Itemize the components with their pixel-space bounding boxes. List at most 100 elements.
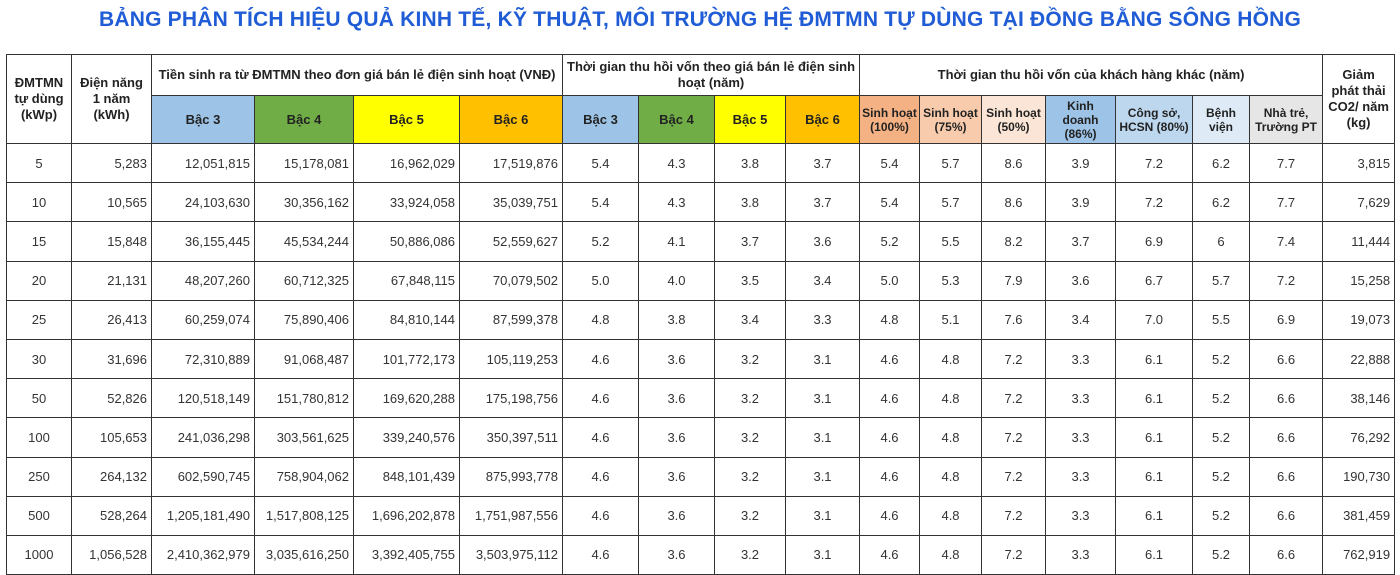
table-cell: 5,283 [71, 142, 152, 184]
table-cell: 20 [6, 260, 72, 301]
table-cell: 848,101,439 [353, 456, 460, 497]
table-cell: 7.7 [1249, 142, 1324, 184]
table-cell: 4.3 [638, 142, 715, 184]
table-cell: 6.9 [1249, 299, 1324, 340]
table-cell: 4.8 [919, 495, 983, 536]
table-cell: 7.2 [981, 378, 1047, 419]
table-cell: 11,444 [1322, 221, 1396, 262]
table-cell: 602,590,745 [151, 456, 255, 497]
table-cell: 6.1 [1115, 417, 1194, 458]
table-cell: 8.2 [981, 221, 1047, 262]
table-cell: 5.0 [859, 260, 921, 301]
table-cell: 50 [6, 378, 72, 419]
table-cell: 5.1 [919, 299, 983, 340]
table-cell: 7.7 [1249, 182, 1324, 223]
table-cell: 3.1 [784, 495, 861, 536]
table-cell: 3.6 [784, 221, 861, 262]
table-cell: 7.9 [981, 260, 1047, 301]
table-cell: 8.6 [981, 182, 1047, 223]
table-row: 10 10,565 24,103,630 30,356,162 33,924,058 35… [6, 182, 1396, 223]
table-cell: 91,068,487 [254, 338, 354, 380]
table-cell: 21,131 [71, 260, 152, 301]
header-capacity: ĐMTMN tự dùng (kWp) [6, 54, 72, 144]
table-row: 30 31,696 72,310,889 91,068,487 101,772,173 1… [6, 338, 1396, 380]
table-cell: 4.6 [562, 378, 639, 419]
table-cell: 4.8 [919, 417, 983, 458]
table-cell: 10 [6, 182, 72, 223]
page-title: BẢNG PHÂN TÍCH HIỆU QUẢ KINH TẾ, KỸ THUẬ… [98, 8, 1302, 31]
table-cell: 3.5 [714, 260, 786, 301]
table-cell: 3.2 [714, 456, 786, 497]
table-cell: 4.8 [919, 534, 983, 575]
table-cell: 3.3 [1045, 495, 1117, 536]
table-cell: 70,079,502 [459, 260, 563, 301]
table-cell: 100 [6, 417, 72, 458]
table-cell: 4.6 [562, 456, 639, 497]
table-cell: 7.2 [981, 338, 1047, 380]
table-row: 100 105,653 241,036,298 303,561,625 339,240,… [6, 417, 1396, 458]
table-cell: 15,848 [71, 221, 152, 262]
table-cell: 6.6 [1249, 495, 1324, 536]
table-row: 20 21,131 48,207,260 60,712,325 67,848,115 70… [6, 260, 1396, 301]
table-cell: 3.3 [784, 299, 861, 340]
table-cell: 303,561,625 [254, 417, 354, 458]
table-cell: 4.6 [859, 534, 921, 575]
table-cell: 4.6 [859, 417, 921, 458]
table-cell: 4.3 [638, 182, 715, 223]
table-cell: 7.2 [1115, 142, 1194, 184]
header-money-tier-6: Bậc 6 [459, 95, 563, 144]
table-row: 500 528,264 1,205,181,490 1,517,808,125 1,69… [6, 495, 1396, 536]
table-cell: 3.3 [1045, 534, 1117, 575]
table-cell: 3,392,405,755 [353, 534, 460, 575]
table-cell: 1,205,181,490 [151, 495, 255, 536]
table-cell: 3.6 [638, 417, 715, 458]
header-school: Nhà trẻ, Trường PT [1249, 95, 1324, 144]
header-residential-75: Sinh hoạt (75%) [919, 95, 983, 144]
table-cell: 19,073 [1322, 299, 1396, 340]
table-cell: 4.8 [919, 378, 983, 419]
table-cell: 6 [1192, 221, 1251, 262]
table-cell: 5 [6, 142, 72, 184]
table-cell: 1,696,202,878 [353, 495, 460, 536]
header-money-group: Tiền sinh ra từ ĐMTMN theo đơn giá bán l… [151, 54, 563, 96]
table-cell: 6.9 [1115, 221, 1194, 262]
table-cell: 16,962,029 [353, 142, 460, 184]
header-residential-100: Sinh hoạt (100%) [859, 95, 921, 144]
table-cell: 3.1 [784, 417, 861, 458]
table-cell: 15,258 [1322, 260, 1396, 301]
table-cell: 30,356,162 [254, 182, 354, 223]
table-cell: 7.2 [1249, 260, 1324, 301]
table-cell: 7.2 [981, 456, 1047, 497]
table-cell: 3.6 [638, 456, 715, 497]
table-cell: 12,051,815 [151, 142, 255, 184]
table-cell: 4.6 [562, 495, 639, 536]
table-row: 250 264,132 602,590,745 758,904,062 848,101,… [6, 456, 1396, 497]
table-cell: 381,459 [1322, 495, 1396, 536]
table-cell: 1000 [6, 534, 72, 575]
table-cell: 4.8 [562, 299, 639, 340]
table-cell: 7.4 [1249, 221, 1324, 262]
table-cell: 5.5 [1192, 299, 1251, 340]
table-cell: 4.6 [859, 338, 921, 380]
table-cell: 339,240,576 [353, 417, 460, 458]
table-cell: 26,413 [71, 299, 152, 340]
table-cell: 3.9 [1045, 182, 1117, 223]
table-cell: 3.3 [1045, 417, 1117, 458]
table-cell: 3,035,616,250 [254, 534, 354, 575]
table-cell: 10,565 [71, 182, 152, 223]
table-cell: 15,178,081 [254, 142, 354, 184]
table-cell: 6.2 [1192, 182, 1251, 223]
table-cell: 241,036,298 [151, 417, 255, 458]
table-cell: 5.0 [562, 260, 639, 301]
table-cell: 3.2 [714, 417, 786, 458]
table-cell: 7.2 [981, 534, 1047, 575]
table-row: 50 52,826 120,518,149 151,780,812 169,620,28… [6, 378, 1396, 419]
table-cell: 528,264 [71, 495, 152, 536]
table-cell: 3.9 [1045, 142, 1117, 184]
table-cell: 6.6 [1249, 378, 1324, 419]
table-cell: 3.6 [638, 495, 715, 536]
table-cell: 6.6 [1249, 338, 1324, 380]
table-cell: 3.3 [1045, 456, 1117, 497]
table-cell: 4.6 [562, 534, 639, 575]
table-cell: 4.1 [638, 221, 715, 262]
